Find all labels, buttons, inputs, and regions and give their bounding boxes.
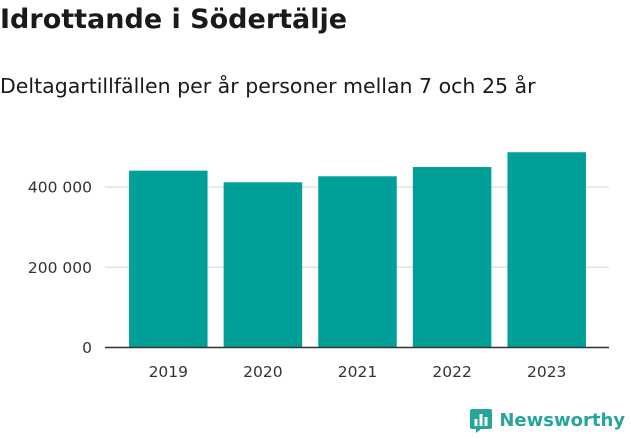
x-tick-label: 2021	[338, 363, 377, 381]
x-tick-label: 2019	[149, 363, 188, 381]
y-tick-label: 0	[82, 339, 92, 357]
brand-name: Newsworthy	[499, 410, 625, 431]
x-tick-label: 2022	[432, 363, 471, 381]
x-tick-label: 2023	[527, 363, 566, 381]
y-tick-label: 400 000	[28, 179, 92, 197]
bar-2021	[318, 176, 397, 348]
bar-chart-logo-icon	[470, 409, 493, 433]
bar-2023	[507, 152, 586, 348]
chart-subtitle: Deltagartillfällen per år personer mella…	[0, 74, 536, 98]
newsworthy-logo: Newsworthy	[469, 408, 625, 434]
bar-2022	[412, 167, 492, 348]
bar-2019	[129, 170, 208, 348]
bar-2020	[223, 182, 303, 348]
y-tick-label: 200 000	[28, 259, 92, 277]
x-tick-label: 2020	[243, 363, 282, 381]
chart-title: Idrottande i Södertälje	[0, 4, 348, 35]
